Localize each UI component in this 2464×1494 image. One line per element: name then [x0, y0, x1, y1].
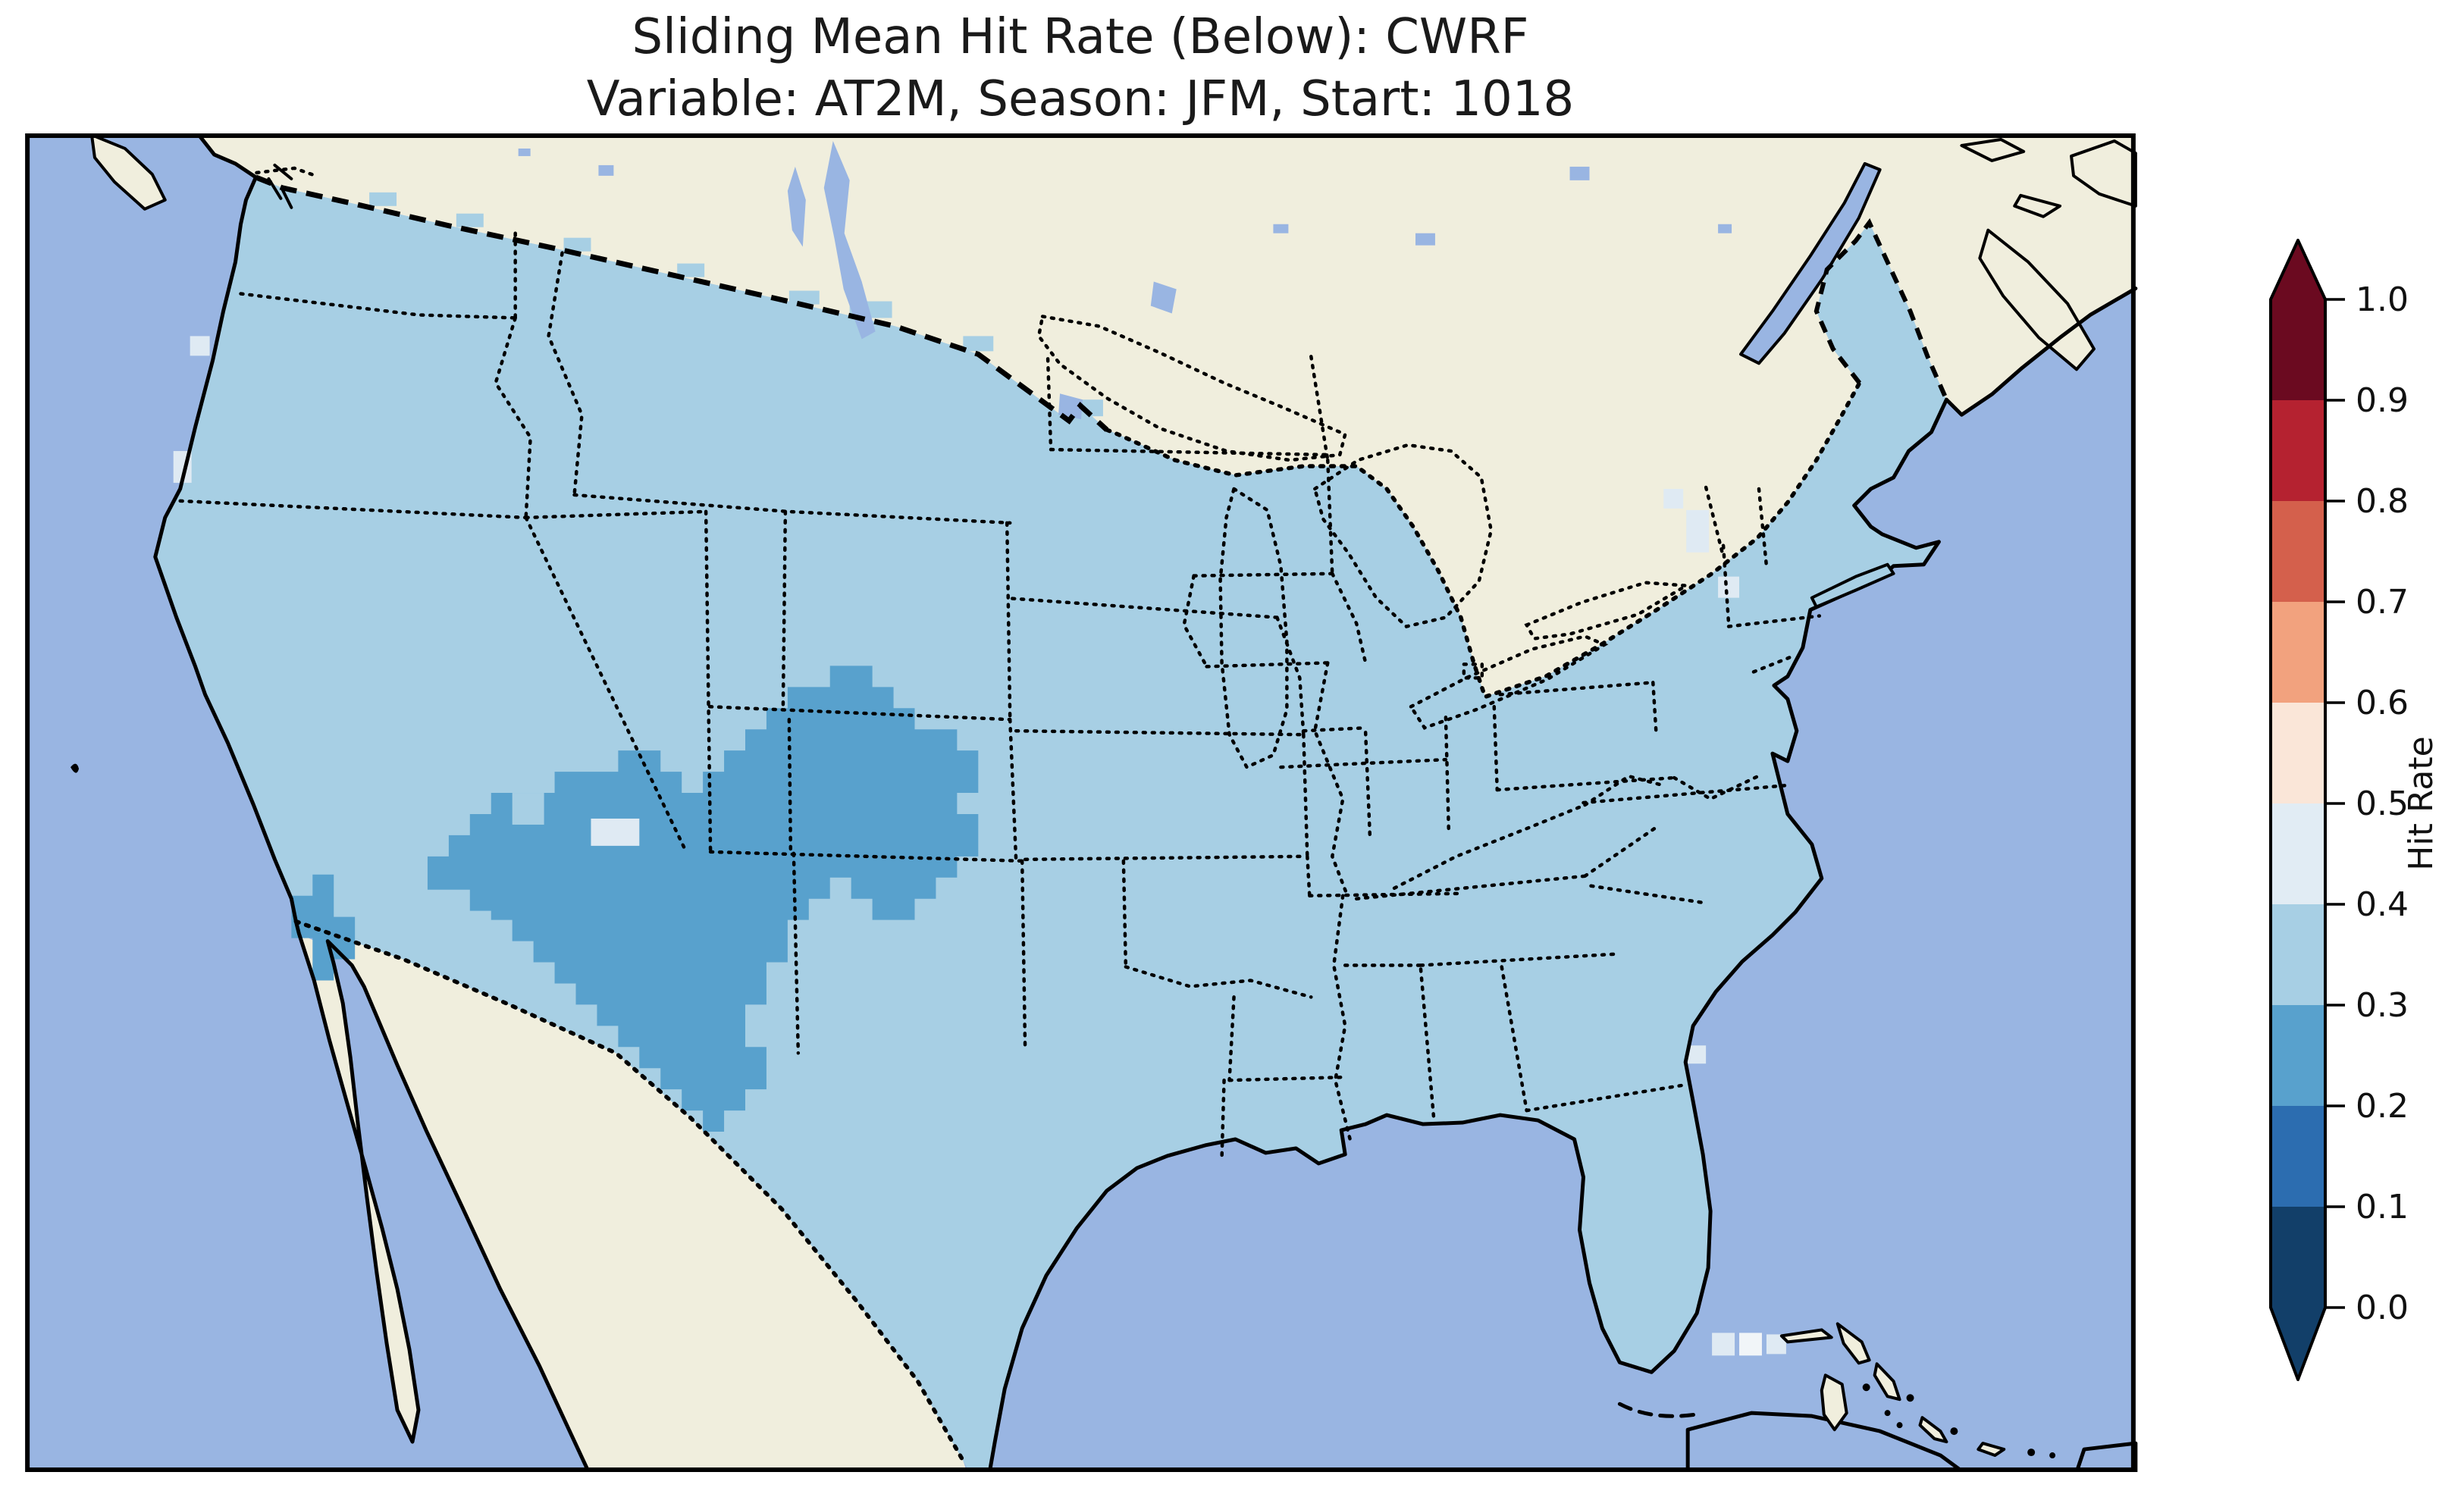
- colorbar-tick-label: 0.0: [2356, 1289, 2409, 1327]
- us-canada-border-lakes: [1105, 381, 1862, 700]
- small-pacific-island: [71, 763, 79, 773]
- cell-pale: [1663, 488, 1684, 509]
- lake-winnipegosis: [787, 166, 806, 247]
- pacific-mexico-coastline: [153, 133, 591, 1472]
- colorbar-segment: [2271, 501, 2325, 602]
- us-region-hitrate-03-04: [155, 177, 1947, 1472]
- lake-st-clair: [1462, 662, 1484, 680]
- lake-huron: [1312, 443, 1494, 628]
- colorbar-tick-label: 0.8: [2356, 482, 2409, 521]
- grid-cell-overhangs: [369, 192, 1103, 417]
- cuba: [1685, 1411, 1965, 1472]
- colorbar-tick-label: 0.7: [2356, 583, 2409, 622]
- colorbar-segment: [2271, 1106, 2325, 1207]
- chart-title: Sliding Mean Hit Rate (Below): CWRF Vari…: [23, 6, 2138, 130]
- cell-pale: [1688, 1045, 1707, 1064]
- colorbar-segments: [2271, 299, 2325, 1308]
- colorbar-arrow-over: [2271, 240, 2325, 300]
- caribbean: [1617, 1322, 2138, 1472]
- colorbar-arrow-under: [2271, 1307, 2325, 1380]
- cell-pale: [1718, 576, 1740, 598]
- colorbar-ticks: 1.0 0.9 0.8 0.7 0.6 0.5 0.4 0.3 0.2 0.1 0.0: [2325, 280, 2409, 1327]
- canada-east-coastline: [1944, 287, 2138, 417]
- cell-hole: [512, 793, 544, 825]
- colorbar-segment: [2271, 602, 2325, 703]
- state-borders: [178, 231, 1822, 1160]
- colorbar-tick-label: 0.2: [2356, 1087, 2409, 1126]
- colorbar-segment: [2271, 299, 2325, 400]
- us-canada-border-west: [255, 174, 1109, 432]
- lake-winnipeg: [823, 140, 876, 340]
- cell-pale: [190, 336, 210, 356]
- lake-of-the-woods: [1058, 393, 1083, 420]
- chart-title-line2: Variable: AT2M, Season: JFM, Start: 1018: [586, 71, 1575, 127]
- mexico-land: [296, 921, 967, 1472]
- atlantic-gulf-coastline: [987, 397, 1948, 1472]
- low-hitrate-region-southwest: [427, 666, 979, 1132]
- hispaniola-corner: [2074, 1441, 2138, 1472]
- colorbar-tick-label: 0.3: [2356, 986, 2409, 1025]
- scattered-cells: [173, 336, 1786, 1356]
- colorbar-tick-label: 0.4: [2356, 885, 2409, 924]
- us-hit-rate-map: [25, 133, 2138, 1472]
- colorbar-segment: [2271, 703, 2325, 803]
- colorbar-tick-label: 0.1: [2356, 1188, 2409, 1226]
- puget-sound-detail: [255, 163, 318, 209]
- colorbar-segment: [2271, 803, 2325, 904]
- colorbar-segment: [2271, 400, 2325, 501]
- lake-nipigon: [1150, 281, 1177, 314]
- baja-peninsula: [299, 933, 419, 1442]
- colorbar-segment: [2271, 1005, 2325, 1106]
- map-frame: [25, 133, 2136, 1472]
- us-canada-border-maine: [1814, 218, 1949, 401]
- anticosti-island: [1960, 137, 2026, 162]
- st-lawrence-river: [1739, 161, 1882, 365]
- cell-pale: [591, 818, 640, 846]
- vancouver-island: [89, 133, 167, 211]
- lake-michigan: [1218, 486, 1289, 770]
- colorbar-axis-label: Hit Rate: [2402, 736, 2440, 870]
- cell-pale-white: [1739, 1333, 1762, 1356]
- prince-edward-island: [2013, 193, 2062, 218]
- colorbar-tick-label: 0.9: [2356, 381, 2409, 420]
- colorbar-tick-label: 0.5: [2356, 785, 2409, 823]
- colorbar-segment: [2271, 1207, 2325, 1308]
- cell-pale: [1712, 1333, 1735, 1356]
- long-island: [1810, 562, 1895, 609]
- colorbar-tick-label: 1.0: [2356, 280, 2409, 319]
- colorbar-tick-label: 0.6: [2356, 684, 2409, 722]
- colorbar: 1.0 0.9 0.8 0.7 0.6 0.5 0.4 0.3 0.2 0.1 0.0 Hit Ra…: [2269, 239, 2440, 1381]
- colorbar-segment: [2271, 904, 2325, 1005]
- canada-lakes: [518, 140, 1732, 420]
- cell-pale: [1686, 509, 1710, 553]
- us-mexico-border: [293, 919, 966, 1463]
- lake-superior: [1036, 314, 1347, 462]
- florida-keys: [1617, 1402, 1698, 1418]
- chart-title-line1: Sliding Mean Hit Rate (Below): CWRF: [632, 9, 1529, 65]
